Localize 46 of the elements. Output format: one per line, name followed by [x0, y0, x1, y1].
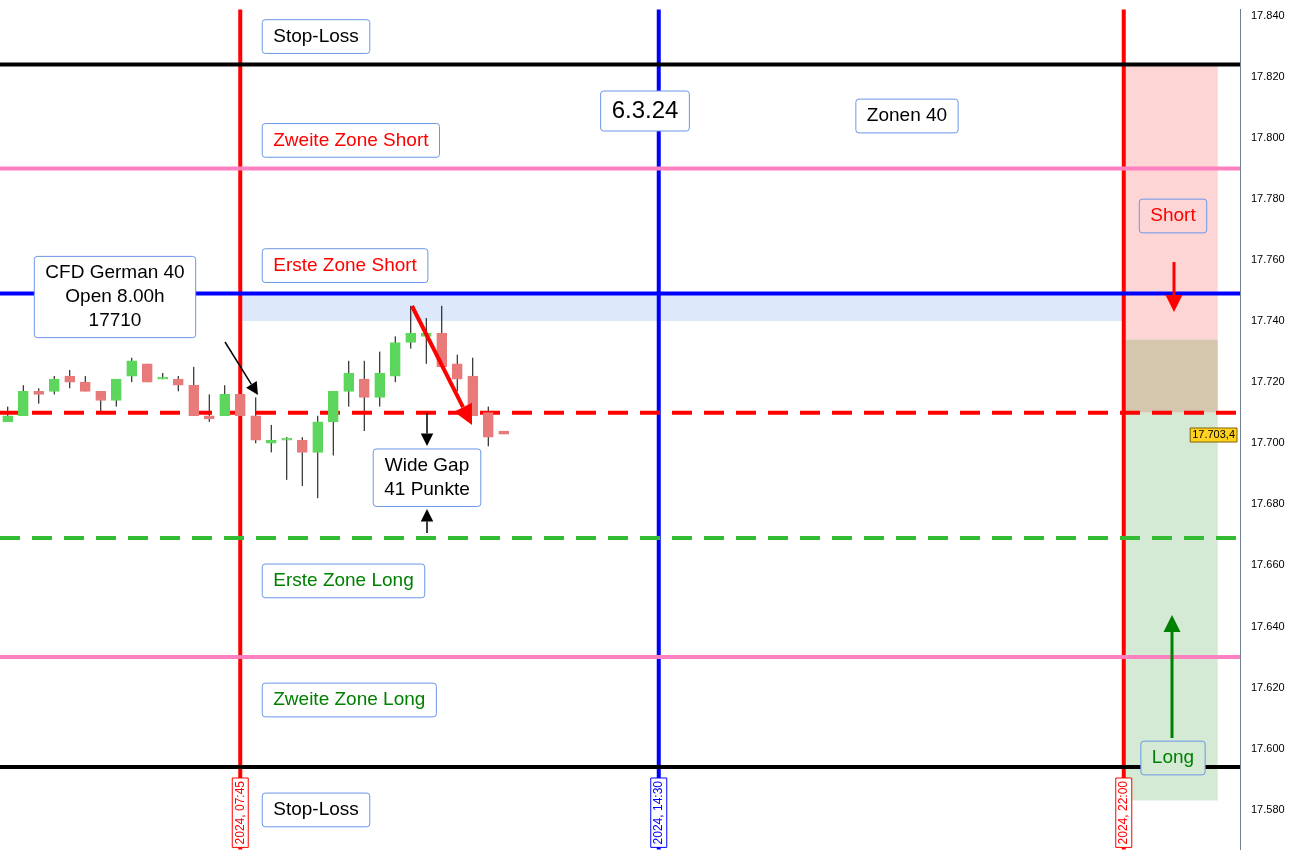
- ref-line-label: Erste Zone Short: [273, 253, 418, 275]
- candlestick: [405, 305, 417, 350]
- ref-line-label: Zweite Zone Long: [273, 688, 426, 710]
- y-tick-label: 17.680: [1251, 497, 1285, 510]
- candlestick: [250, 396, 262, 444]
- candlestick: [281, 436, 293, 481]
- candlestick: [482, 406, 494, 447]
- y-tick-label: 17.840: [1251, 8, 1285, 21]
- x-tick-label: 2024, 07:45: [232, 780, 247, 845]
- x-tick-label: 2024, 22:00: [1116, 780, 1131, 845]
- y-tick-label: 17.800: [1251, 130, 1285, 143]
- candlestick: [343, 360, 355, 408]
- candlestick: [265, 424, 277, 453]
- ref-line-label: Erste Zone Long: [273, 569, 414, 591]
- y-tick-label: 17.660: [1251, 558, 1285, 571]
- candlestick: [234, 394, 246, 417]
- y-tick-label: 17.640: [1251, 619, 1285, 632]
- candlestick: [95, 390, 107, 414]
- y-tick-label: 17.720: [1251, 375, 1285, 388]
- y-tick-label: 17.600: [1251, 741, 1285, 754]
- candlestick: [203, 393, 215, 423]
- y-tick-label: 17.580: [1251, 802, 1285, 815]
- ref-line-label: Zweite Zone Short: [273, 128, 430, 150]
- annotation: Zonen 40: [866, 104, 948, 126]
- annotation: Short: [1150, 204, 1197, 226]
- x-tick-label: 2024, 14:30: [651, 780, 666, 845]
- y-tick-label: 17.780: [1251, 191, 1285, 204]
- annotation: Long: [1151, 746, 1195, 768]
- candlestick: [17, 384, 29, 417]
- candlestick: [219, 384, 231, 417]
- annotation: 17.703,4: [1192, 428, 1236, 441]
- candlestick: [296, 436, 308, 487]
- y-tick-label: 17.820: [1251, 69, 1285, 82]
- annotation: Wide Gap 41 Punkte: [384, 454, 470, 499]
- y-tick-label: 17.760: [1251, 253, 1285, 266]
- annotation: CFD German 40 Open 8.00h 17710: [45, 261, 185, 330]
- y-tick-label: 17.740: [1251, 314, 1285, 327]
- candlestick: [374, 351, 386, 408]
- candlestick: [110, 378, 122, 408]
- y-tick-label: 17.700: [1251, 436, 1285, 449]
- candlestick: [358, 360, 370, 432]
- candlestick: [451, 354, 463, 392]
- ref-line-label: Stop-Loss: [273, 24, 359, 46]
- annotation: 6.3.24: [611, 95, 679, 123]
- y-tick-label: 17.620: [1251, 680, 1285, 693]
- ref-line-label: Stop-Loss: [273, 798, 359, 820]
